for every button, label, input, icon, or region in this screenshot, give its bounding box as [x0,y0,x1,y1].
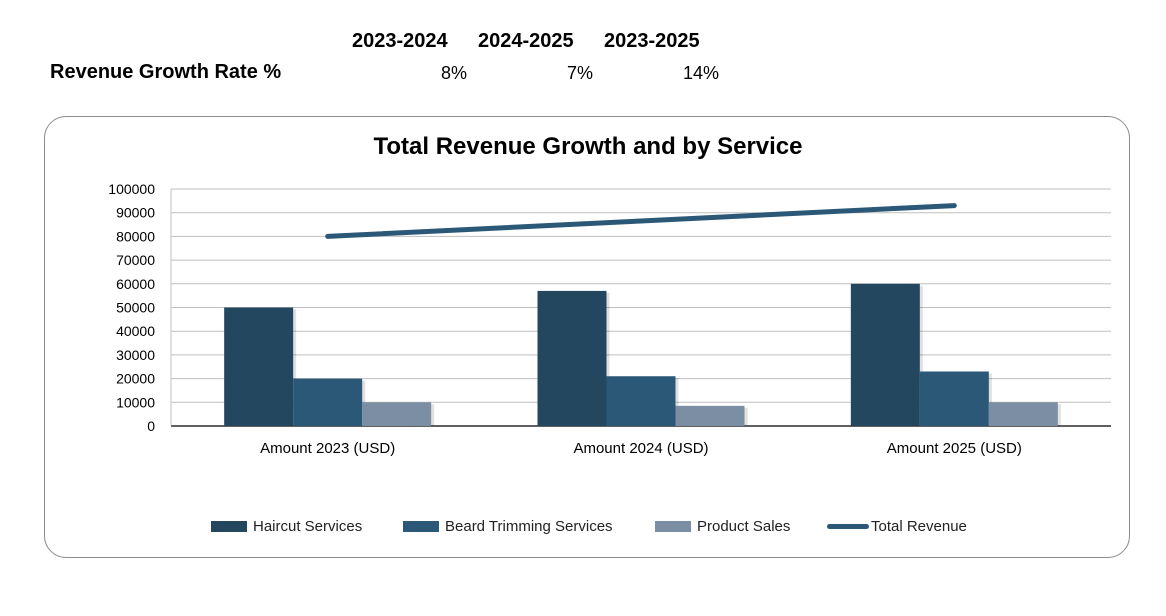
bar-product-sales [675,405,745,426]
growth-value-2024-2025: 7% [566,63,593,83]
growth-value-2023-2024: 8% [440,63,467,83]
legend-line-swatch [827,524,869,529]
bar-haircut-services [224,307,294,426]
x-tick-label: Amount 2024 (USD) [573,440,708,457]
bar-product-sales [988,402,1058,426]
total-revenue-line [325,203,957,239]
bar-beard-trimming-services [919,371,989,426]
chart-plot: 0 10000 20000 30000 40000 50000 60000 70000 8000… [108,181,1111,457]
bar-beard-trimming-services [606,376,676,426]
x-tick-label: Amount 2025 (USD) [887,440,1022,457]
growth-header-2023-2025: 2023-2025 [604,30,700,52]
y-tick-label: 90000 [116,205,155,221]
y-tick-label: 50000 [116,300,155,316]
y-tick-label: 10000 [116,394,155,410]
y-tick-label: 0 [147,418,155,434]
y-tick-label: 80000 [116,228,155,244]
legend-swatch [655,521,691,532]
growth-value-2023-2025: 14% [682,63,719,83]
legend-swatch [211,521,247,532]
legend-item: Haircut Services [211,518,362,535]
bar-haircut-services [850,283,920,426]
y-tick-label: 30000 [116,347,155,363]
chart-area[interactable]: Total Revenue Growth and by Service 0 100… [44,116,1130,558]
y-tick-label: 40000 [116,323,155,339]
bar-product-sales [362,402,432,426]
y-tick-label: 20000 [116,371,155,387]
x-tick-label: Amount 2023 (USD) [260,440,395,457]
bar-beard-trimming-services [293,378,363,426]
y-tick-label: 60000 [116,276,155,292]
growth-row-label: Revenue Growth Rate % [50,61,282,83]
growth-header-2023-2024: 2023-2024 [352,30,448,52]
revenue-growth-table: 2023-2024 2024-2025 2023-2025 Revenue Gr… [0,0,1166,100]
growth-header-2024-2025: 2024-2025 [478,30,574,52]
chart-title: Total Revenue Growth and by Service [373,133,803,160]
chart-legend: Haircut Services Beard Trimming Services P… [45,518,1131,540]
legend-label: Product Sales [697,518,791,535]
legend-item: Beard Trimming Services [403,518,613,535]
y-tick-label: 70000 [116,252,155,268]
y-tick-label: 100000 [108,181,155,197]
legend-label: Beard Trimming Services [445,518,613,535]
bar-haircut-services [537,290,607,426]
legend-item: Product Sales [655,518,790,535]
legend-label: Total Revenue [871,518,967,535]
legend-swatch [403,521,439,532]
legend-label: Haircut Services [253,518,363,535]
legend-item: Total Revenue [827,518,967,535]
